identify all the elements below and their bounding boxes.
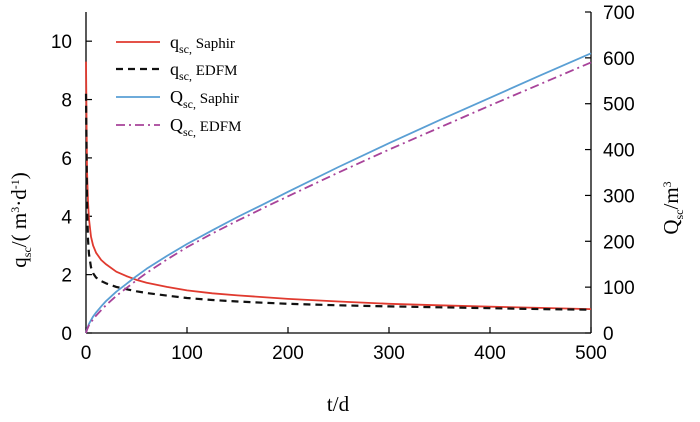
- y-right-tick-label: 0: [603, 324, 614, 345]
- series-line-3: [85, 61, 592, 334]
- y-right-tick-label: 700: [603, 3, 635, 24]
- y-right-tick-label: 600: [603, 49, 635, 70]
- y-left-tick-label: 2: [61, 266, 72, 287]
- y-left-tick-label: 0: [61, 324, 72, 345]
- x-tick-label: 100: [171, 343, 203, 364]
- y-right-tick-label: 100: [603, 278, 635, 299]
- y-right-tick-label: 500: [603, 95, 635, 116]
- legend-entry-0: qsc, Saphir: [170, 32, 235, 56]
- y-left-tick-label: 10: [51, 32, 72, 53]
- y-left-tick-label: 8: [61, 91, 72, 112]
- legend-entry-1: qsc, EDFM: [170, 59, 237, 83]
- x-tick-label: 0: [81, 343, 92, 364]
- x-axis-label: t/d: [327, 392, 350, 416]
- y-left-tick-label: 4: [61, 207, 72, 228]
- y-left-tick-label: 6: [61, 149, 72, 170]
- series-line-1: [84, 93, 592, 311]
- axis-labels: t/d qsc/( m3·d-1) Qsc/m3: [7, 172, 686, 416]
- legend: qsc, Saphir qsc, EDFM Qsc, Saphir Qsc, EDFM: [116, 32, 241, 139]
- legend-entry-2: Qsc, Saphir: [170, 87, 239, 111]
- series-line-0: [85, 61, 592, 310]
- y-axis-right-label: Qsc/m3: [659, 181, 686, 234]
- x-tick-label: 500: [575, 343, 607, 364]
- y-axis-left-label: qsc/( m3·d-1): [7, 172, 34, 267]
- x-tick-label: 200: [272, 343, 304, 364]
- series-line-2: [85, 52, 592, 334]
- y-right-tick-label: 200: [603, 232, 635, 253]
- y-right-tick-label: 400: [603, 141, 635, 162]
- legend-entry-3: Qsc, EDFM: [170, 115, 241, 139]
- plot-axes: 0 100 200 300 400 500024681001002003004005006…: [51, 3, 635, 364]
- x-tick-label: 300: [373, 343, 405, 364]
- series-layer: [84, 52, 592, 334]
- x-tick-label: 400: [474, 343, 506, 364]
- y-right-tick-label: 300: [603, 186, 635, 207]
